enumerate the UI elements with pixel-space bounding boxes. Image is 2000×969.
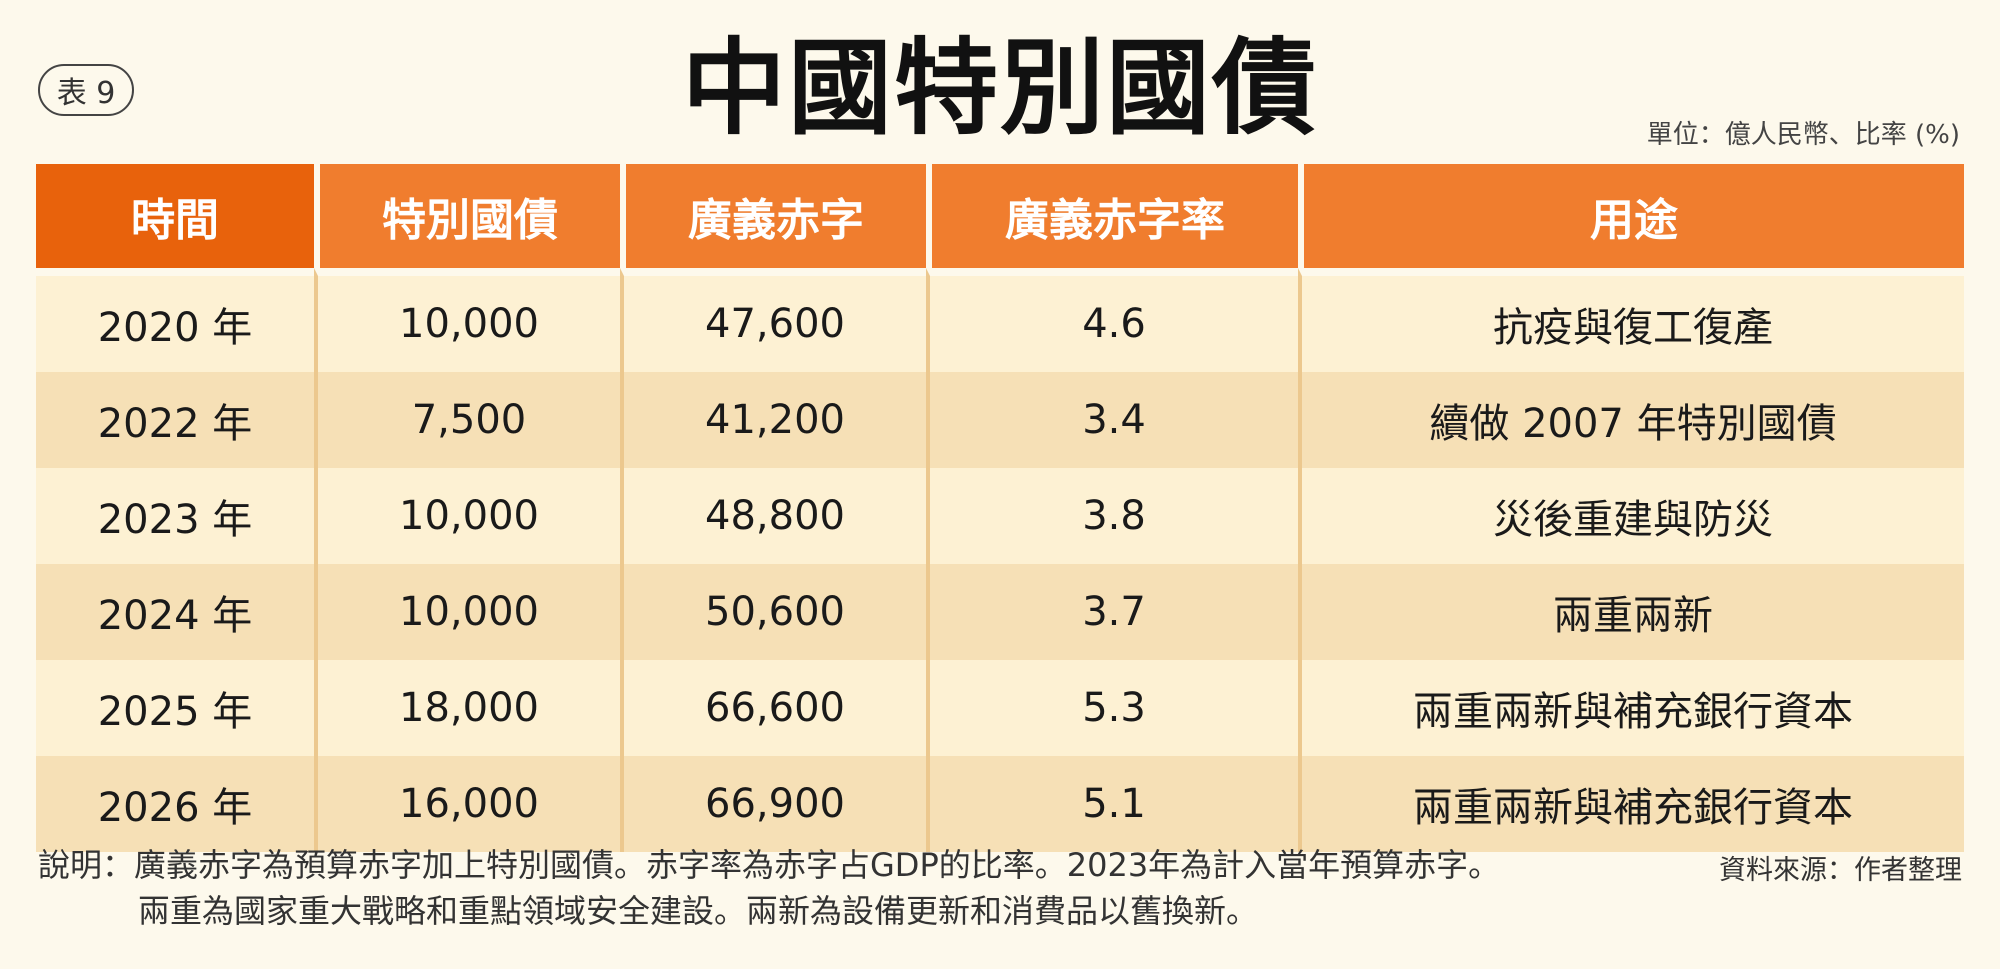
table-cell: 兩重兩新與補充銀行資本 bbox=[1298, 660, 1964, 756]
table-row: 2023 年 10,000 48,800 3.8 災後重建與防災 bbox=[36, 468, 1964, 564]
table-cell: 續做 2007 年特別國債 bbox=[1298, 372, 1964, 468]
table-cell: 2020 年 bbox=[36, 268, 314, 372]
table-row: 2026 年 16,000 66,900 5.1 兩重兩新與補充銀行資本 bbox=[36, 756, 1964, 852]
header-cell: 廣義赤字率 bbox=[926, 164, 1298, 268]
source-label: 資料來源：作者整理 bbox=[1719, 855, 1962, 886]
notes: 說明：廣義赤字為預算赤字加上特別國債。赤字率為赤字占GDP的比率。2023年為計… bbox=[38, 842, 1500, 934]
table-cell: 2024 年 bbox=[36, 564, 314, 660]
table-cell: 2026 年 bbox=[36, 756, 314, 852]
table-cell: 5.1 bbox=[926, 756, 1298, 852]
table-cell: 3.4 bbox=[926, 372, 1298, 468]
table-cell: 41,200 bbox=[620, 372, 926, 468]
header-cell: 特別國債 bbox=[314, 164, 620, 268]
table-cell: 兩重兩新 bbox=[1298, 564, 1964, 660]
table-cell: 16,000 bbox=[314, 756, 620, 852]
table-cell: 10,000 bbox=[314, 468, 620, 564]
table-cell: 7,500 bbox=[314, 372, 620, 468]
table-cell: 18,000 bbox=[314, 660, 620, 756]
table-cell: 3.8 bbox=[926, 468, 1298, 564]
data-table: 時間 特別國債 廣義赤字 廣義赤字率 用途 2020 年 10,000 47,600… bbox=[36, 164, 1964, 852]
table-cell: 災後重建與防災 bbox=[1298, 468, 1964, 564]
table-cell: 抗疫與復工復產 bbox=[1298, 268, 1964, 372]
table-cell: 50,600 bbox=[620, 564, 926, 660]
header-cell: 時間 bbox=[36, 164, 314, 268]
table-cell: 5.3 bbox=[926, 660, 1298, 756]
table-cell: 66,900 bbox=[620, 756, 926, 852]
table-cell: 10,000 bbox=[314, 268, 620, 372]
table-cell: 2023 年 bbox=[36, 468, 314, 564]
table-cell: 48,800 bbox=[620, 468, 926, 564]
table-row: 2020 年 10,000 47,600 4.6 抗疫與復工復產 bbox=[36, 268, 1964, 372]
table-cell: 10,000 bbox=[314, 564, 620, 660]
table-header-row: 時間 特別國債 廣義赤字 廣義赤字率 用途 bbox=[36, 164, 1964, 268]
table-row: 2024 年 10,000 50,600 3.7 兩重兩新 bbox=[36, 564, 1964, 660]
unit-label: 單位：億人民幣、比率 (%) bbox=[1646, 120, 1960, 150]
header-cell: 廣義赤字 bbox=[620, 164, 926, 268]
note-line: 說明：廣義赤字為預算赤字加上特別國債。赤字率為赤字占GDP的比率。2023年為計… bbox=[38, 846, 1501, 884]
table-row: 2022 年 7,500 41,200 3.4 續做 2007 年特別國債 bbox=[36, 372, 1964, 468]
note-line: 兩重為國家重大戰略和重點領域安全建設。兩新為設備更新和消費品以舊換新。 bbox=[138, 892, 1259, 930]
table-number-badge: 表 9 bbox=[38, 64, 134, 116]
table-cell: 2025 年 bbox=[36, 660, 314, 756]
table-cell: 4.6 bbox=[926, 268, 1298, 372]
table-row: 2025 年 18,000 66,600 5.3 兩重兩新與補充銀行資本 bbox=[36, 660, 1964, 756]
table-cell: 3.7 bbox=[926, 564, 1298, 660]
header-cell: 用途 bbox=[1298, 164, 1964, 268]
table-cell: 47,600 bbox=[620, 268, 926, 372]
table-cell: 兩重兩新與補充銀行資本 bbox=[1298, 756, 1964, 852]
chart-title: 中國特別國債 bbox=[681, 27, 1318, 149]
table-cell: 2022 年 bbox=[36, 372, 314, 468]
table-cell: 66,600 bbox=[620, 660, 926, 756]
